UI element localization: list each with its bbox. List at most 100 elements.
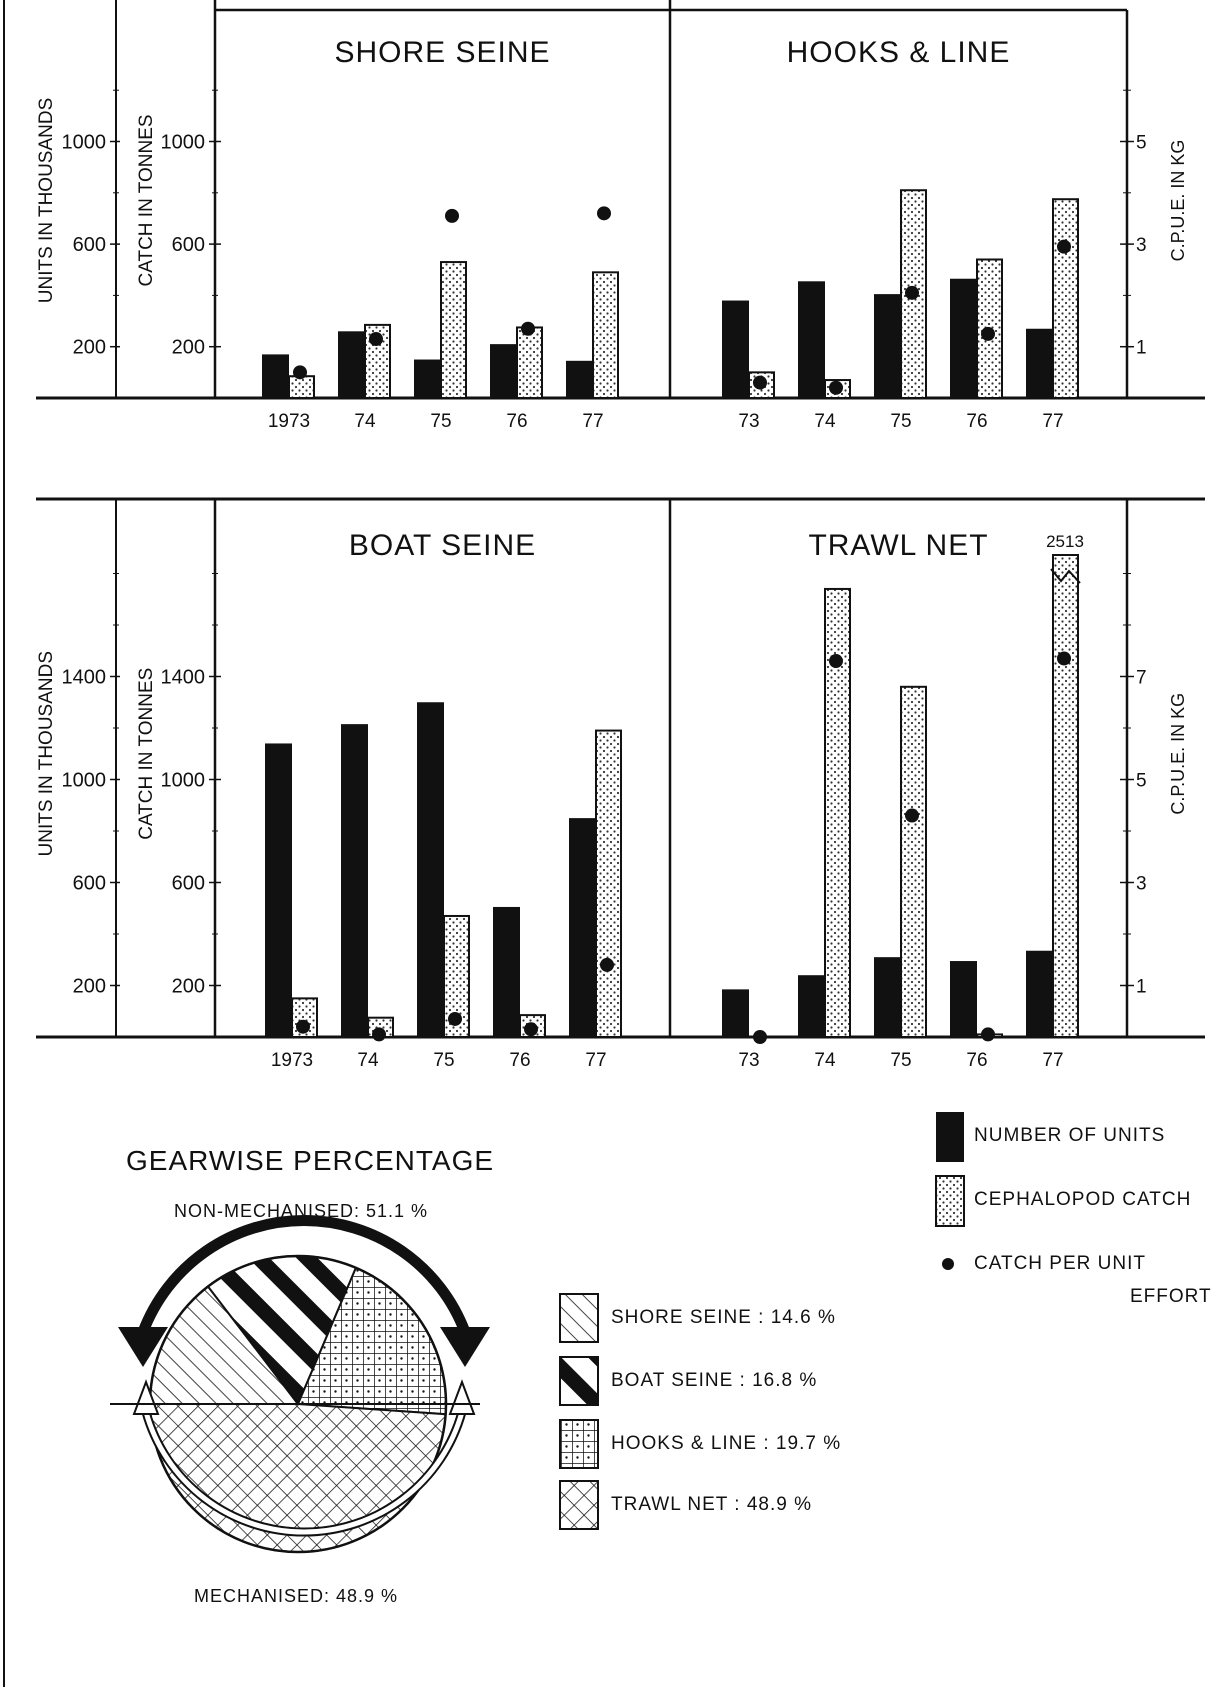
pie-legend [559, 1293, 599, 1530]
boat-seine-cpue-dot-76 [524, 1022, 538, 1037]
main-legend [935, 1112, 965, 1270]
legend-cephalopod-catch-label: CEPHALOPOD CATCH [974, 1189, 1192, 1210]
boat-seine-units-bar-74 [341, 724, 368, 1037]
legend-cpue-label: CATCH PER UNIT [974, 1253, 1146, 1274]
cpue-axis-tick-label-3: 3 [1136, 235, 1147, 256]
trawl-net-cpue-dot-74 [829, 654, 843, 669]
hooks-line-cpue-dot-74 [829, 380, 843, 395]
boat-seine-catch-bar-77 [595, 729, 622, 1038]
outer-axis-tick-label-600: 600 [73, 873, 106, 895]
boat-seine-units-bar-75 [417, 702, 444, 1037]
shore-seine-cpue-dot-77 [597, 206, 611, 221]
outer-axis-tick-label-600: 600 [73, 234, 106, 256]
cpue-axis-tick-label-5: 5 [1136, 771, 1147, 792]
shore-seine-title: SHORE SEINE [334, 36, 550, 69]
shore-seine-units-bar-76 [490, 344, 517, 398]
trawl-net-units-bar-74 [798, 975, 825, 1037]
hooks-line-cpue-dot-77 [1057, 239, 1071, 254]
cpue-axis-tick-label-7: 7 [1136, 668, 1147, 689]
shore-seine-units-bar-74 [338, 331, 365, 398]
outer-axis-tick-label-1400: 1400 [62, 667, 107, 689]
trawl-net-title: TRAWL NET [808, 529, 988, 562]
boat-seine-category-label-74: 74 [357, 1050, 379, 1071]
hooks-line-units-bar-74 [798, 281, 825, 398]
trawl-net-cpue-dot-73 [753, 1030, 767, 1044]
hooks-line-units-bar-77 [1026, 328, 1053, 398]
trawl-net-break-label: 2513 [1046, 532, 1084, 551]
hooks-line-swatch [559, 1419, 599, 1469]
trawl-net-units-bar-76 [950, 961, 977, 1037]
trawl-net-category-label-73: 73 [738, 1050, 759, 1071]
shore-seine-category-label-76: 76 [506, 411, 527, 432]
trawl-net-category-label-77: 77 [1042, 1050, 1063, 1071]
shore-seine-catch-bar-76 [516, 326, 543, 399]
shore-seine-cpue-dot-76 [521, 321, 535, 336]
legend-number-of-units-label: NUMBER OF UNITS [974, 1125, 1166, 1146]
hooks-line-cpue-dot-76 [981, 326, 995, 341]
boat-seine-category-label-75: 75 [433, 1050, 454, 1071]
non-mechanised-arrowhead-right [440, 1327, 490, 1367]
hooks-line-cpue-dot-75 [905, 285, 919, 300]
shore-seine-units-bar-1973 [262, 354, 289, 398]
shore-seine-category-label-75: 75 [430, 411, 451, 432]
boat-seine-cpue-dot-77 [600, 957, 614, 972]
mechanised-arrowhead-right [448, 1379, 476, 1415]
trawl-net-units-bar-77 [1026, 950, 1053, 1037]
trawl-net-swatch [559, 1480, 599, 1530]
hooks-line-category-label-75: 75 [890, 411, 911, 432]
trawl-net-category-label-75: 75 [890, 1050, 911, 1071]
trawl-net-catch-bar-75 [900, 685, 927, 1038]
pie-chart [110, 1215, 490, 1554]
trawl-net-cpue-dot-76 [981, 1027, 995, 1042]
hooks-line-category-label-77: 77 [1042, 411, 1063, 432]
hooks-line-category-label-74: 74 [814, 411, 836, 432]
catch-axis-label: CATCH IN TONNES [136, 668, 157, 840]
cpue-axis-label: C.P.U.E. IN KG [1168, 693, 1188, 815]
inner-axis-tick-label-200: 200 [172, 337, 205, 359]
mechanised-arrow-inner [143, 1411, 465, 1535]
boat-seine-swatch [559, 1356, 599, 1406]
hooks-line-title: HOOKS & LINE [787, 36, 1011, 69]
shore-seine-cpue-dot-75 [445, 208, 459, 223]
shore-seine-units-bar-77 [566, 360, 593, 398]
boat-seine-title: BOAT SEINE [349, 529, 536, 562]
shore-seine-category-label-77: 77 [582, 411, 603, 432]
legend-boat-seine-label: BOAT SEINE : 16.8 % [611, 1370, 818, 1391]
shore-seine-category-label-74: 74 [354, 411, 376, 432]
hooks-line-units-bar-75 [874, 294, 901, 398]
cpue-swatch [942, 1258, 954, 1270]
boat-seine-cpue-dot-74 [372, 1027, 386, 1042]
cephalopod-catch-swatch [935, 1175, 965, 1227]
units-axis-label: UNITS IN THOUSANDS [36, 651, 57, 857]
shore-seine-cpue-dot-74 [369, 332, 383, 347]
inner-axis-tick-label-600: 600 [172, 873, 205, 895]
non-mechanised-arrowhead-left [118, 1327, 168, 1367]
legend-shore-seine-label: SHORE SEINE : 14.6 % [611, 1307, 836, 1328]
boat-seine-cpue-dot-1973 [296, 1019, 310, 1034]
outer-axis-tick-label-200: 200 [73, 976, 106, 998]
boat-seine-cpue-dot-75 [448, 1011, 462, 1026]
shore-seine-catch-bar-1973 [288, 375, 315, 400]
shore-seine-units-bar-75 [414, 359, 441, 398]
trawl-net-units-bar-73 [722, 989, 749, 1037]
boat-seine-category-label-77: 77 [585, 1050, 606, 1071]
legend-cpue-label-2: EFFORT [1130, 1286, 1212, 1307]
hooks-line-catch-bar-77 [1052, 198, 1079, 399]
hooks-line-category-label-76: 76 [966, 411, 987, 432]
inner-axis-tick-label-600: 600 [172, 234, 205, 256]
trawl-net-catch-bar-77 [1052, 554, 1079, 1038]
inner-axis-tick-label-1400: 1400 [161, 667, 206, 689]
number-of-units-swatch [936, 1112, 964, 1162]
boat-seine-units-bar-77 [569, 818, 596, 1037]
shore-seine-swatch [559, 1293, 599, 1343]
non-mechanised-label: NON-MECHANISED: 51.1 % [174, 1201, 429, 1221]
boat-seine-catch-bar-1973 [291, 997, 318, 1038]
trawl-net-break-mark [1050, 568, 1081, 584]
cpue-axis-tick-label-5: 5 [1136, 133, 1147, 154]
shore-seine-catch-bar-77 [592, 271, 619, 399]
shore-seine-cpue-dot-1973 [293, 365, 307, 380]
boat-seine-units-bar-76 [493, 906, 520, 1037]
mechanised-arrowhead-left [132, 1379, 160, 1415]
